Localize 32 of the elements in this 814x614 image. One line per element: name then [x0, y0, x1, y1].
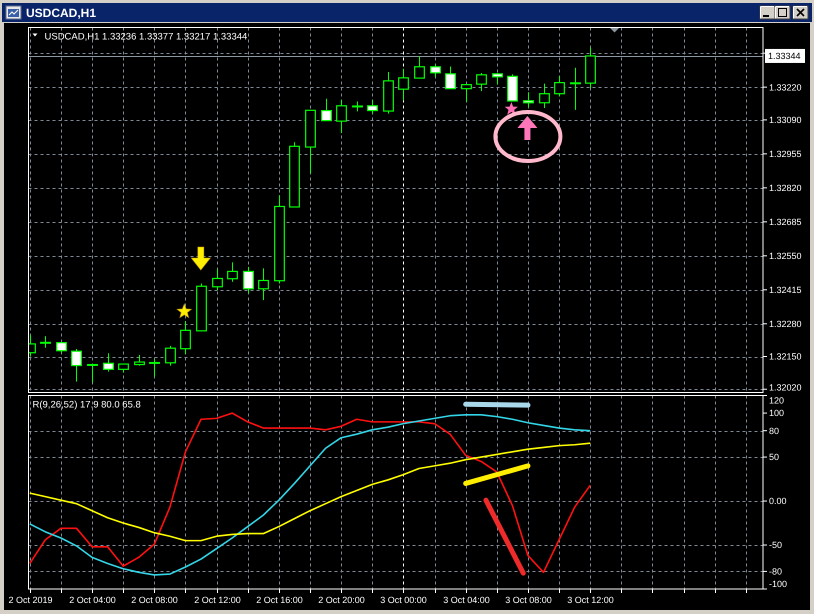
- x-tick-label: 3 Oct 12:00: [567, 595, 614, 605]
- chart-title: USDCAD,H1: [26, 6, 96, 20]
- y-tick-label: 1.33090: [769, 115, 802, 126]
- y-tick-label: -80: [769, 566, 782, 577]
- y-tick-label: -50: [769, 540, 782, 550]
- y-tick-label: 1.33220: [769, 82, 802, 92]
- y-tick-label: 1.32020: [769, 382, 802, 393]
- x-tick-label: 3 Oct 08:00: [505, 595, 552, 605]
- y-tick-label: 50: [769, 452, 780, 462]
- ref-line-label: 1.33344: [768, 51, 801, 62]
- x-tick-label: 2 Oct 04:00: [69, 595, 116, 605]
- x-tick-label: 2 Oct 20:00: [318, 595, 365, 605]
- chart-subtitle: USDCAD,H1 1.33236 1.33377 1.33217 1.33344: [44, 32, 248, 42]
- y-tick-label: 100: [769, 408, 784, 418]
- x-tick-label: 3 Oct 04:00: [443, 595, 490, 605]
- y-tick-label: 1.32550: [769, 250, 802, 261]
- y-tick-label: 1.32415: [769, 284, 802, 295]
- x-tick-label: 2 Oct 2019: [8, 595, 53, 605]
- y-tick-label: 0.00: [769, 496, 787, 506]
- y-tick-label: 1.32955: [769, 149, 802, 160]
- y-tick-label: -100: [769, 579, 788, 590]
- text: R(9,26,52) 17.9 80.0 65.8: [32, 400, 141, 410]
- x-tick-label: 2 Oct 16:00: [256, 595, 303, 605]
- y-tick-label: 1.32150: [769, 352, 802, 362]
- x-tick-label: 3 Oct 00:00: [380, 595, 427, 605]
- x-tick-label: 2 Oct 12:00: [194, 595, 241, 605]
- y-tick-label: 1.32820: [769, 183, 802, 193]
- y-tick-label: 80: [769, 426, 780, 436]
- y-tick-label: 1.32280: [769, 318, 802, 329]
- y-tick-label: 120: [769, 396, 784, 406]
- x-tick-label: 2 Oct 08:00: [131, 595, 178, 605]
- y-tick-label: 1.32685: [769, 216, 802, 227]
